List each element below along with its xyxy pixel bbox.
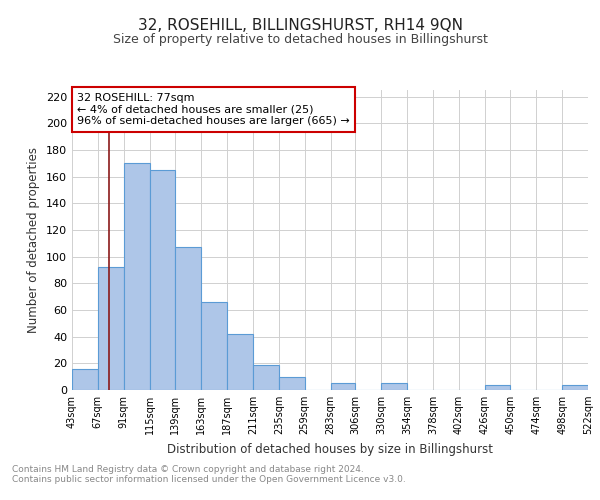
X-axis label: Distribution of detached houses by size in Billingshurst: Distribution of detached houses by size … <box>167 442 493 456</box>
Bar <box>201 302 227 390</box>
Bar <box>227 334 253 390</box>
Bar <box>279 376 305 390</box>
Text: Contains HM Land Registry data © Crown copyright and database right 2024.: Contains HM Land Registry data © Crown c… <box>12 466 364 474</box>
Bar <box>485 384 511 390</box>
Bar <box>381 384 407 390</box>
Bar <box>562 384 588 390</box>
Text: Contains public sector information licensed under the Open Government Licence v3: Contains public sector information licen… <box>12 476 406 484</box>
Bar <box>175 248 201 390</box>
Text: 32 ROSEHILL: 77sqm
← 4% of detached houses are smaller (25)
96% of semi-detached: 32 ROSEHILL: 77sqm ← 4% of detached hous… <box>77 93 350 126</box>
Bar <box>72 368 98 390</box>
Bar <box>98 268 124 390</box>
Bar <box>149 170 175 390</box>
Bar <box>124 164 149 390</box>
Bar <box>253 364 279 390</box>
Text: Size of property relative to detached houses in Billingshurst: Size of property relative to detached ho… <box>113 32 487 46</box>
Y-axis label: Number of detached properties: Number of detached properties <box>28 147 40 333</box>
Text: 32, ROSEHILL, BILLINGSHURST, RH14 9QN: 32, ROSEHILL, BILLINGSHURST, RH14 9QN <box>137 18 463 32</box>
Bar <box>331 384 355 390</box>
